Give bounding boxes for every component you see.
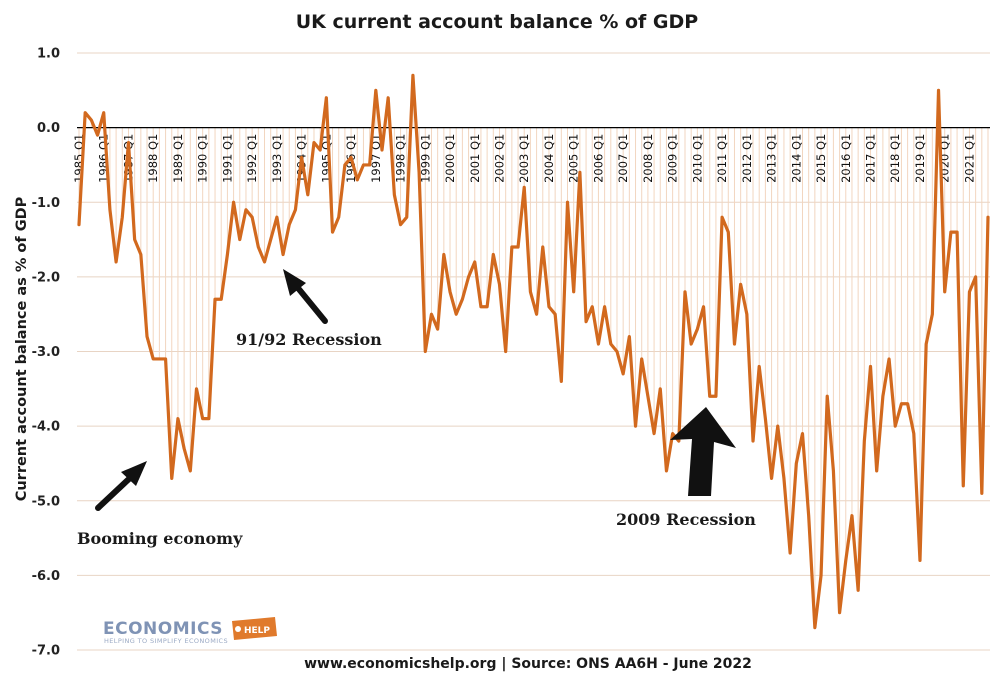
- y-tick-label: -4.0: [32, 420, 60, 435]
- x-tick-label: 1999 Q1: [418, 134, 432, 183]
- series-line: [77, 73, 990, 630]
- logo-text: ECONOMICS: [103, 619, 223, 639]
- x-tick-label: 2013 Q1: [765, 134, 779, 183]
- y-tick-label: -1.0: [32, 196, 60, 211]
- x-tick-label: 1990 Q1: [196, 134, 210, 183]
- x-tick-label: 1988 Q1: [146, 134, 160, 183]
- x-tick-label: 1991 Q1: [220, 134, 234, 183]
- x-tick-label: 2015 Q1: [814, 134, 828, 183]
- logo-badge: [232, 617, 277, 640]
- x-tick-label: 1992 Q1: [245, 134, 259, 183]
- source-footer: www.economicshelp.org | Source: ONS AA6H…: [304, 656, 752, 672]
- x-tick-label: 1998 Q1: [394, 134, 408, 183]
- y-tick-label: 0.0: [37, 121, 60, 136]
- y-tick-label: -7.0: [32, 644, 60, 659]
- x-tick-label: 2018 Q1: [888, 134, 902, 183]
- x-tick-label: 2009 Q1: [666, 134, 680, 183]
- arrow-booming-economy: [95, 461, 147, 511]
- arrow-2009-recession: [670, 407, 736, 496]
- gridlines: [77, 52, 990, 651]
- y-tick-label: 1.0: [37, 47, 60, 62]
- x-tick-label: 2011 Q1: [715, 134, 729, 183]
- x-tick-label: 2021 Q1: [962, 134, 976, 183]
- x-tick-label: 2007 Q1: [616, 134, 630, 183]
- arrow-91-92-recession: [283, 269, 328, 324]
- y-tick-label: -2.0: [32, 270, 60, 285]
- x-tick-label: 2019 Q1: [913, 134, 927, 183]
- x-tick-label: 2004 Q1: [542, 134, 556, 183]
- x-tick-label: 1993 Q1: [270, 134, 284, 183]
- logo-badge-text: HELP: [244, 626, 270, 636]
- x-tick-label: 2008 Q1: [641, 134, 655, 183]
- annotation-91-92-recession: 91/92 Recession: [236, 330, 382, 349]
- x-tick-label: 2000 Q1: [443, 134, 457, 183]
- y-axis-ticks: 1.0 0.0 -1.0 -2.0 -3.0 -4.0 -5.0 -6.0 -7.0: [32, 47, 60, 659]
- drop-lines: [78, 75, 989, 628]
- x-tick-label: 2006 Q1: [591, 134, 605, 183]
- y-axis-label: Current account balance as % of GDP: [14, 196, 30, 501]
- y-tick-label: -6.0: [32, 569, 60, 584]
- x-tick-label: 2001 Q1: [468, 134, 482, 183]
- x-axis-ticks: 1985 Q1 1986 Q1 1987 Q1 1988 Q1 1989 Q1 1990 …: [72, 134, 976, 183]
- x-tick-label: 1989 Q1: [171, 134, 185, 183]
- x-tick-label: 2003 Q1: [517, 134, 531, 183]
- logo-badge-dot: [235, 626, 241, 632]
- economics-help-logo: ECONOMICS HELP HELPING TO SIMPLIFY ECONO…: [103, 617, 277, 645]
- x-tick-label: 2002 Q1: [492, 134, 506, 183]
- x-tick-label: 2005 Q1: [567, 134, 581, 183]
- chart-title: UK current account balance % of GDP: [296, 11, 699, 33]
- logo-tagline: HELPING TO SIMPLIFY ECONOMICS: [104, 637, 228, 645]
- y-tick-label: -5.0: [32, 494, 60, 509]
- x-tick-label: 2017 Q1: [864, 134, 878, 183]
- x-tick-label: 2016 Q1: [839, 134, 853, 183]
- y-tick-label: -3.0: [32, 345, 60, 360]
- annotation-booming-economy: Booming economy: [77, 529, 243, 548]
- x-tick-label: 2014 Q1: [789, 134, 803, 183]
- x-tick-label: 2010 Q1: [690, 134, 704, 183]
- annotation-2009-recession: 2009 Recession: [616, 510, 756, 529]
- x-tick-label: 2012 Q1: [740, 134, 754, 183]
